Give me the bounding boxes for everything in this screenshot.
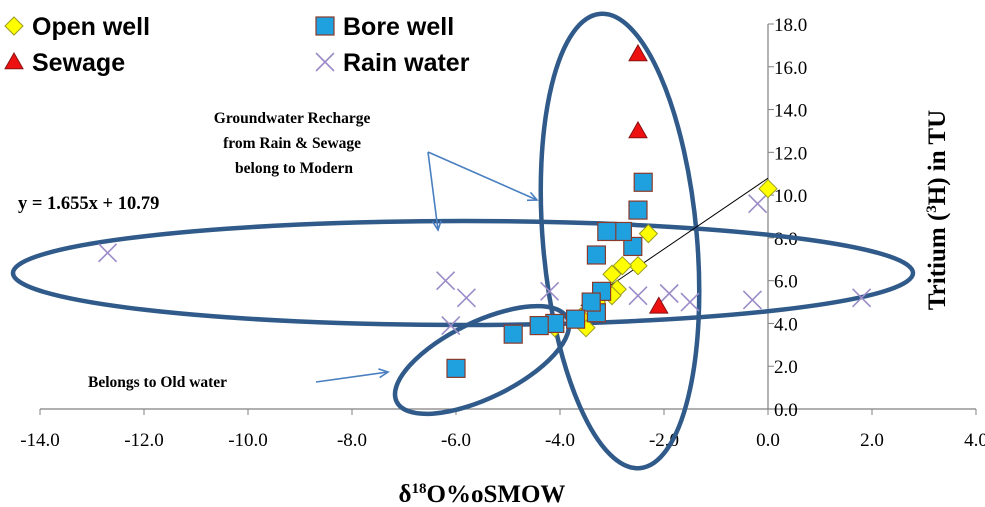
rain-water-point xyxy=(742,290,762,310)
legend-label: Bore well xyxy=(343,13,454,41)
data-points xyxy=(98,43,872,378)
bore-well-point xyxy=(628,200,648,220)
rain-water-legend-marker xyxy=(315,52,335,72)
grouping-ellipses xyxy=(10,11,916,471)
legend: Open well Bore well Sewage Rain water xyxy=(4,13,470,77)
bore-well-point xyxy=(529,315,549,336)
bore-well-point xyxy=(581,292,601,312)
sewage-legend-marker xyxy=(4,51,24,70)
legend-item-open-well: Open well xyxy=(4,13,150,41)
arrow-shaft xyxy=(427,151,538,201)
open-well-point xyxy=(638,223,659,244)
trendline xyxy=(580,177,769,307)
legend-label: Rain water xyxy=(343,49,470,77)
y-axis-title: Tritium (3H) in TU xyxy=(924,110,951,310)
bore-well-point xyxy=(586,245,607,265)
rain-water-point xyxy=(456,288,476,308)
bore-well-point xyxy=(446,358,466,378)
x-tick-label: -10.0 xyxy=(228,430,268,451)
open-well-point xyxy=(602,264,622,284)
trendline-segment xyxy=(580,177,769,307)
y-tick-label: 4.0 xyxy=(774,314,798,335)
axes: -14.0 -12.0 -10.0 -8.0 -6.0 -4.0 -2.0 0.0 2.0 4.0… xyxy=(20,15,985,451)
open-well-legend-marker xyxy=(4,16,24,36)
old-water-arrow xyxy=(315,368,390,383)
bore-well-point xyxy=(623,236,643,257)
rain-water-point xyxy=(628,286,648,306)
x-tick-label: 0.0 xyxy=(756,430,780,451)
rain-water-point xyxy=(436,271,456,291)
old-water-annotation: Belongs to Old water xyxy=(88,374,227,391)
y-tick-label: 6.0 xyxy=(774,272,798,293)
arrow-shaft xyxy=(315,371,389,383)
open-well-point xyxy=(612,255,633,276)
arrow-head xyxy=(526,191,539,202)
legend-label: Sewage xyxy=(32,49,125,77)
y-tick-label: 12.0 xyxy=(774,143,807,164)
x-tick-label: -8.0 xyxy=(337,430,367,451)
rain-water-point xyxy=(748,194,768,214)
sample-cluster-ellipse xyxy=(538,11,702,471)
rain-water-point xyxy=(680,292,700,312)
arrow-head xyxy=(431,220,442,232)
recharge-annotation: Groundwater Recharge from Rain & Sewage … xyxy=(214,110,374,177)
annotations xyxy=(315,151,539,383)
recharge-arrow-right xyxy=(427,151,539,202)
rain-water-point xyxy=(540,281,560,301)
x-tick-label: -6.0 xyxy=(441,430,471,451)
arrow-head xyxy=(378,368,390,379)
sewage-point xyxy=(628,120,648,139)
regression-equation: y = 1.655x + 10.79 xyxy=(18,194,159,214)
y-tick-label: 10.0 xyxy=(774,186,807,207)
open-well-point xyxy=(628,255,648,276)
x-tick-label: 2.0 xyxy=(860,430,884,451)
recharge-arrow-left xyxy=(427,151,442,232)
x-axis-title: δ18O%oSMOW xyxy=(399,481,566,507)
sewage-point xyxy=(648,296,669,314)
y-tick-label: 18.0 xyxy=(774,15,807,36)
x-tick-label: 4.0 xyxy=(964,430,985,451)
bore-well-point xyxy=(565,309,586,329)
open-well-point xyxy=(758,178,778,199)
sewage-point xyxy=(628,43,648,62)
y-tick-label: 2.0 xyxy=(774,357,798,378)
y-tick-label: 0.0 xyxy=(774,400,798,421)
rain-water-point xyxy=(852,288,872,308)
rain-water-point xyxy=(98,243,118,263)
legend-item-rain-water: Rain water xyxy=(315,49,470,77)
y-tick-label: 14.0 xyxy=(774,101,807,122)
rain-water-point xyxy=(659,283,679,304)
bore-well-point xyxy=(597,221,617,242)
x-tick-label: -12.0 xyxy=(124,430,164,451)
old-water-ellipse xyxy=(392,303,572,417)
bore-well-legend-marker xyxy=(315,16,335,36)
x-tick-label: -14.0 xyxy=(20,430,60,451)
rain-water-point xyxy=(441,316,461,336)
bore-well-point xyxy=(633,172,653,192)
arrow-shaft xyxy=(427,151,439,231)
legend-label: Open well xyxy=(32,13,150,41)
legend-item-bore-well: Bore well xyxy=(315,13,454,41)
legend-item-sewage: Sewage xyxy=(4,49,125,77)
bore-well-point xyxy=(503,324,523,344)
y-tick-label: 16.0 xyxy=(774,58,807,79)
x-tick-label: -4.0 xyxy=(545,430,575,451)
